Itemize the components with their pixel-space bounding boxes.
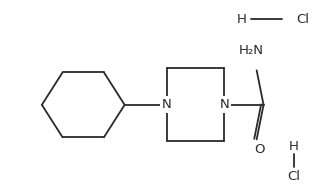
Text: Cl: Cl — [296, 13, 309, 26]
Text: H₂N: H₂N — [238, 44, 263, 57]
Text: H: H — [237, 13, 247, 26]
Text: N: N — [219, 98, 229, 111]
Text: O: O — [255, 143, 265, 156]
Text: Cl: Cl — [288, 170, 301, 183]
Text: N: N — [162, 98, 172, 111]
Text: H: H — [289, 140, 299, 153]
